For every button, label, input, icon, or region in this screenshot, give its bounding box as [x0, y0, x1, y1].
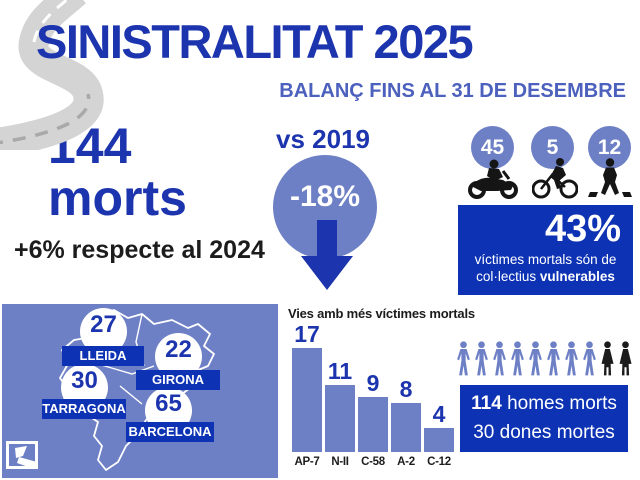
bar: 9: [358, 372, 388, 452]
bar: 4: [424, 403, 454, 452]
vulnerable-description: víctimes mortals són de col·lectius vuln…: [458, 251, 633, 286]
chart-title: Vies amb més víctimes mortals: [288, 306, 475, 321]
barcelona-label: BARCELONA: [126, 422, 214, 442]
male-deaths-label: homes morts: [507, 393, 617, 414]
male-figure-icon: [527, 339, 544, 379]
vulnerable-percent: 43%: [544, 208, 621, 250]
male-figure-icon: [509, 339, 526, 379]
bar-rect: [325, 385, 355, 452]
chart-categories: AP-7 N-II C-58 A-2 C-12: [292, 456, 454, 468]
pedestrian-deaths-value: 12: [597, 135, 622, 159]
road-graphic-icon: [0, 0, 104, 150]
page-title: SINISTRALITAT 2025: [36, 15, 474, 68]
motorcycle-icon: [468, 159, 518, 199]
total-deaths-label: morts: [48, 170, 187, 226]
vulnerable-desc-line2: col·lectius: [476, 269, 537, 285]
male-figure-icon: [581, 339, 598, 379]
vs-2019-change: -18%: [289, 180, 361, 213]
barcelona-deaths-value: 65: [155, 390, 182, 417]
pedestrian-icon: [588, 158, 632, 197]
male-deaths-line: 114 homes morts: [460, 390, 628, 419]
change-vs-2024: +6% respecte al 2024: [14, 236, 265, 264]
girona-label: GIRONA: [136, 370, 220, 390]
male-deaths-value: 114: [471, 393, 502, 414]
bar: 8: [391, 378, 421, 452]
bar-rect: [424, 428, 454, 452]
bar-rect: [292, 348, 322, 452]
vulnerable-desc-bold: vulnerables: [539, 269, 615, 285]
male-figure-icon: [563, 339, 580, 379]
bar-value-label: 8: [399, 376, 413, 402]
lleida-deaths-value: 27: [90, 311, 117, 338]
down-arrow-icon: [301, 220, 353, 290]
tarragona-label: TARRAGONA: [42, 399, 126, 419]
bar: 17: [292, 323, 322, 452]
bar-category-label: A-2: [397, 456, 415, 468]
bar-category-label: AP-7: [294, 456, 320, 468]
motorcycle-deaths-value: 45: [480, 135, 505, 159]
bar-rect: [391, 403, 421, 452]
male-figure-icon: [473, 339, 490, 379]
male-figure-icon: [491, 339, 508, 379]
gender-box: 114 homes morts 30 dones mortes: [460, 385, 628, 452]
vulnerable-desc-line1: víctimes mortals són de: [474, 251, 617, 267]
pedestrian-deaths-badge: 12: [588, 126, 631, 169]
tarragona-deaths-value: 30: [71, 367, 98, 394]
bar-value-label: 9: [366, 370, 380, 396]
bar-category-label: C-58: [361, 456, 385, 468]
bar-value-label: 11: [327, 358, 353, 384]
vulnerable-percent-box: 43% víctimes mortals són de col·lectius …: [458, 205, 633, 295]
roads-chart: Vies amb més víctimes mortals 17 11 9 8 4 AP…: [288, 306, 475, 468]
bar-category-label: N-II: [331, 456, 349, 468]
girona-deaths-value: 22: [165, 336, 192, 363]
vs-2019-label: vs 2019: [276, 124, 370, 154]
bar: 11: [325, 360, 355, 452]
bicycle-deaths-value: 5: [546, 135, 559, 159]
bar-value-label: 17: [294, 321, 320, 347]
catalonia-map-icon: [59, 309, 215, 471]
bar-value-label: 4: [432, 401, 446, 427]
subtitle: BALANÇ FINS AL 31 DE DESEMBRE: [279, 80, 626, 102]
lleida-label: LLEIDA: [62, 346, 144, 366]
catalonia-map-panel: 27 LLEIDA 22 GIRONA 30 TARRAGONA 65 BARC…: [2, 304, 278, 478]
female-figure-icon: [617, 339, 634, 379]
female-figure-icon: [599, 339, 616, 379]
male-figure-icon: [545, 339, 562, 379]
bicycle-icon: [532, 158, 578, 199]
chart-bars: 17 11 9 8 4: [292, 322, 454, 452]
bar-rect: [358, 397, 388, 452]
male-figure-icon: [455, 339, 472, 379]
bar-category-label: C-12: [427, 456, 451, 468]
gender-pictogram-row: [455, 337, 639, 379]
female-deaths-line: 30 dones mortes: [473, 421, 615, 443]
bicycle-deaths-badge: 5: [531, 126, 574, 169]
transit-logo-icon: [6, 441, 38, 469]
